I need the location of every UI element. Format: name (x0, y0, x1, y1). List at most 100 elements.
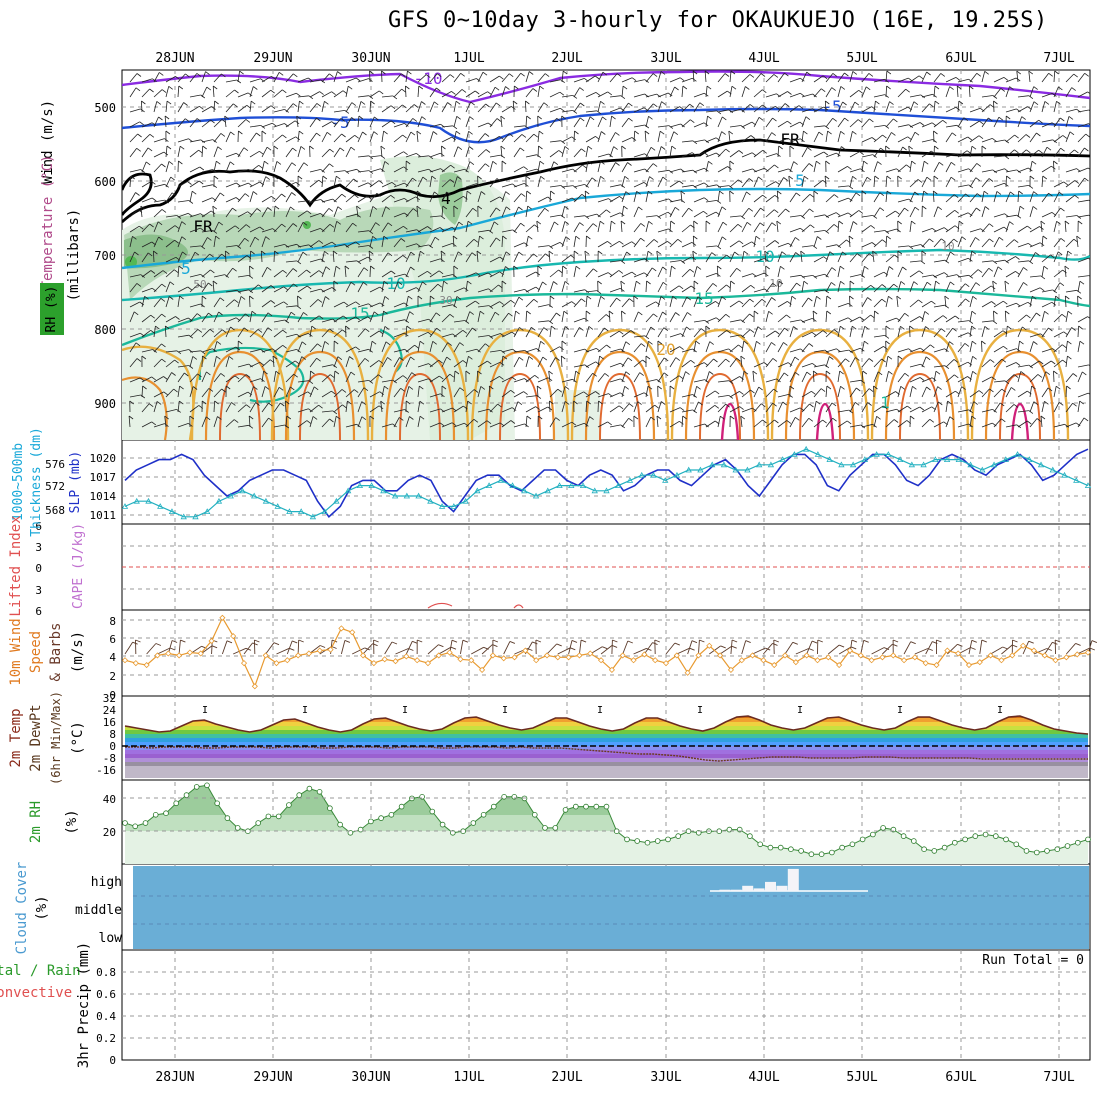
wind-barb (225, 197, 237, 203)
wind-barb (645, 280, 647, 293)
wind-barb-flag (543, 102, 549, 107)
wind-barb-flag (1053, 160, 1058, 165)
wind-barb (465, 252, 473, 263)
wind-barb-flag (764, 258, 769, 262)
wind-barb-flag (625, 371, 631, 376)
wind-barb (561, 110, 573, 113)
wind-barb (1016, 71, 1019, 83)
wind-barb-flag (390, 270, 396, 275)
wind-barb (945, 77, 957, 83)
wind-barb (321, 224, 331, 233)
wind-barb (189, 303, 201, 308)
wind-barb (729, 319, 741, 323)
wind-barb-flag (558, 269, 563, 274)
wind-barb-flag (225, 250, 230, 255)
date-axis-bottom: 28JUN 29JUN 30JUN 1JUL 2JUL 3JUL 4JUL 5JUL 6JUL 7… (155, 1070, 1074, 1085)
wind-barb (537, 327, 545, 338)
wind-barb-flag (151, 376, 156, 381)
wind-barb-flag (272, 348, 277, 353)
wind-barb-flag (673, 131, 679, 136)
wind-barb (669, 207, 676, 218)
wind-barb-flag (328, 208, 334, 212)
wind-barb (669, 266, 672, 278)
wind-barb (873, 94, 885, 98)
wind-barb-flag (1084, 147, 1089, 152)
wind-barb-flag (895, 210, 900, 215)
wind-barb (753, 89, 763, 98)
wind-barb-flag (436, 73, 442, 78)
wind-barb (837, 326, 841, 338)
wind-barb-flag (564, 205, 569, 210)
wind-barb-flag (1077, 295, 1082, 300)
wind-barb-flag (670, 220, 676, 225)
wind-barb (645, 251, 649, 263)
wind-barb (561, 185, 573, 188)
wind-barb-flag (1062, 135, 1068, 139)
wind-barb (1077, 364, 1089, 368)
wind-barb-flag (981, 340, 986, 345)
wind-speed-point (684, 669, 691, 676)
wind-barb-flag (618, 270, 624, 274)
wind-barb (309, 79, 321, 83)
wind-barb-flag (587, 145, 593, 150)
wind-barb-flag (604, 327, 609, 332)
wind-barb (405, 131, 412, 143)
wind-barb (297, 210, 308, 218)
wind-barb-flag (800, 92, 805, 97)
wind-barb (1065, 73, 1074, 83)
wind-barb (141, 78, 153, 83)
wind-barb (362, 643, 373, 655)
wind-barb (969, 120, 980, 128)
thickness-point (615, 482, 622, 488)
wind-barb-flag (206, 371, 211, 376)
wind-barb (1041, 311, 1045, 323)
wind-barb (369, 100, 371, 113)
contour-20-lobe (284, 350, 356, 440)
wind-barb (345, 102, 353, 113)
wind-barb (825, 385, 828, 398)
wind-barb-flag (573, 250, 579, 255)
contour-label: 15 (350, 304, 369, 323)
wind-barb (153, 391, 164, 398)
wind-barb (573, 348, 585, 353)
wind-barb (297, 341, 303, 353)
rh-tick: 20 (103, 826, 116, 839)
date-label-bottom: 7JUL (1043, 1070, 1074, 1085)
wind-barb (1029, 333, 1041, 338)
wind-barb-flag (467, 400, 472, 405)
wind-barb (993, 259, 1005, 263)
wind-barb (597, 400, 599, 413)
rh-point (808, 851, 815, 857)
wind-barb (1065, 251, 1069, 263)
wind-barb (285, 147, 293, 158)
pressure-tick: 600 (94, 175, 116, 189)
wind-barb (609, 116, 612, 128)
wind-barb (129, 332, 141, 338)
wind-barb-flag (536, 220, 542, 225)
wind-barb (993, 213, 1005, 218)
wind-barb (621, 102, 629, 113)
wind-barb (285, 386, 291, 398)
wind-barb-flag (528, 235, 533, 240)
slp-tick: 1020 (90, 452, 117, 465)
wind-barb-flag (355, 241, 360, 246)
wind-barb (837, 72, 845, 83)
wind-barb (525, 206, 529, 218)
wind-barb (429, 227, 441, 233)
wind-barb (261, 228, 273, 233)
wind-barb-flag (981, 145, 987, 150)
wind-barb-flag (888, 370, 893, 375)
wind-barb (1041, 360, 1052, 368)
thickness-line (124, 448, 1089, 518)
wind-barb-flag (402, 255, 408, 259)
wind-barb-flag (846, 420, 852, 425)
wind-barb (261, 105, 272, 113)
wind-barb (837, 371, 841, 383)
wind-barb-flag (218, 311, 223, 316)
wind-barb-flag (703, 210, 708, 215)
wind-barb-flag (458, 221, 464, 226)
wind-barb (777, 120, 788, 128)
wind-barb-flag (920, 260, 926, 265)
wind-barb (897, 88, 906, 98)
wind-barb (561, 401, 566, 413)
